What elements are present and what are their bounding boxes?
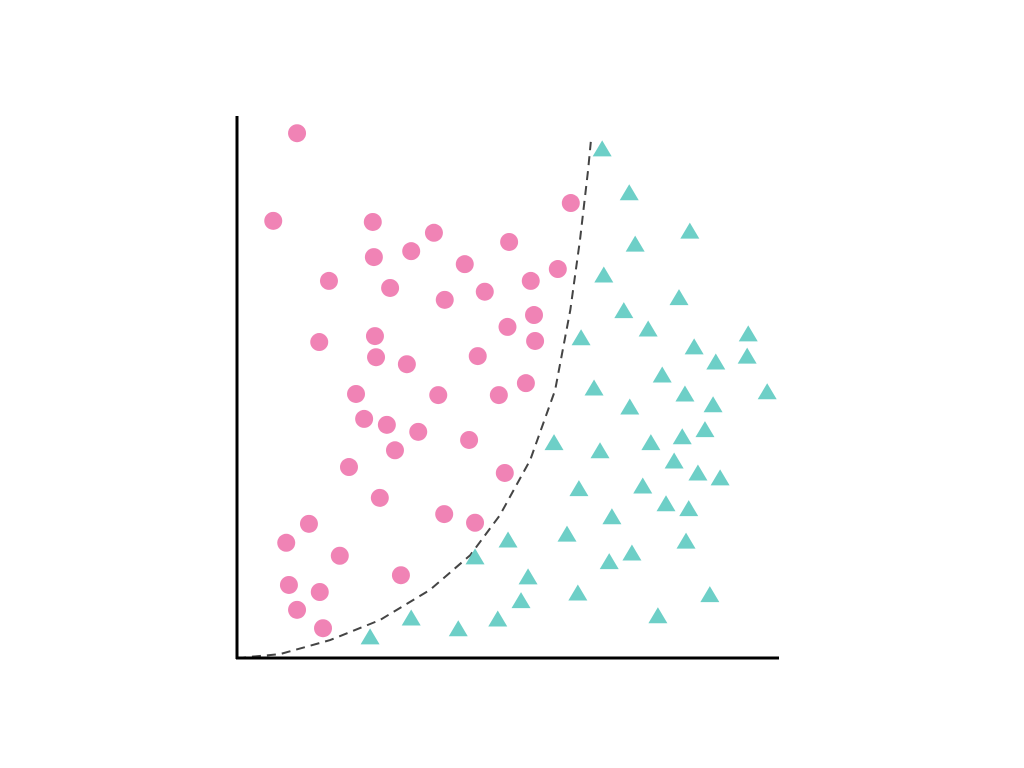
circle-point — [391, 566, 410, 585]
circle-point — [397, 355, 416, 374]
circle-point — [435, 290, 454, 309]
circle-point — [475, 282, 494, 301]
circle-point — [330, 546, 349, 565]
triangle-point — [703, 396, 723, 413]
triangle-point — [602, 508, 622, 525]
circle-point — [381, 278, 400, 297]
circle-point — [548, 260, 567, 279]
triangle-point — [706, 353, 726, 370]
triangle-point — [448, 620, 468, 637]
circle-point — [364, 248, 383, 267]
triangle-point — [633, 477, 653, 494]
triangle-point — [737, 347, 757, 364]
triangle-point — [619, 184, 639, 201]
triangle-point — [544, 434, 564, 451]
triangle-point — [592, 140, 612, 157]
circle-point — [363, 212, 382, 231]
decision-boundary-line — [236, 141, 592, 659]
triangle-point — [641, 434, 661, 451]
circle-point — [455, 255, 474, 274]
circle-point — [370, 488, 389, 507]
circle-point — [365, 327, 384, 346]
circle-point — [319, 271, 338, 290]
triangle-point — [672, 428, 692, 445]
circle-point — [310, 333, 329, 352]
triangle-point — [614, 302, 634, 319]
circle-point — [435, 505, 454, 524]
triangle-point — [568, 584, 588, 601]
triangle-point — [710, 469, 730, 486]
triangle-point — [695, 421, 715, 438]
triangle-point — [620, 398, 640, 415]
triangle-point — [590, 442, 610, 459]
circle-point — [500, 232, 519, 251]
circle-point — [264, 211, 283, 230]
triangle-point — [571, 329, 591, 346]
triangle-point — [738, 325, 758, 342]
triangle-point — [680, 222, 700, 239]
circle-point — [355, 409, 374, 428]
circle-point — [525, 306, 544, 325]
triangle-point — [569, 480, 589, 497]
circle-point — [460, 430, 479, 449]
triangle-point — [676, 532, 696, 549]
circle-point — [521, 271, 540, 290]
circle-point — [339, 458, 358, 477]
circle-point — [277, 533, 296, 552]
circle-point — [468, 347, 487, 366]
circle-point — [377, 415, 396, 434]
triangle-point — [688, 464, 708, 481]
circle-point — [409, 422, 428, 441]
triangle-point — [638, 320, 658, 337]
circle-point — [498, 317, 517, 336]
circle-point — [299, 514, 318, 533]
circle-point — [561, 194, 580, 213]
circle-point — [288, 600, 307, 619]
triangle-point — [622, 544, 642, 561]
triangle-point — [679, 500, 699, 517]
triangle-point — [518, 568, 538, 585]
triangle-point — [599, 553, 619, 570]
circle-point — [516, 374, 535, 393]
circle-point — [526, 331, 545, 350]
circle-point — [466, 513, 485, 532]
triangle-point — [584, 379, 604, 396]
circle-point — [495, 463, 514, 482]
circle-point — [279, 575, 298, 594]
triangle-point — [652, 366, 672, 383]
circle-point — [429, 386, 448, 405]
triangle-point — [360, 628, 380, 645]
triangle-point — [757, 383, 777, 400]
triangle-point — [488, 610, 508, 627]
circle-point — [288, 124, 307, 143]
triangle-point — [557, 525, 577, 542]
circle-point — [385, 441, 404, 460]
circle-point — [402, 242, 421, 261]
triangle-point — [648, 607, 668, 624]
triangle-point — [656, 495, 676, 512]
triangle-point — [675, 385, 695, 402]
triangle-point — [625, 235, 645, 252]
triangle-point — [401, 609, 421, 626]
triangle-point — [669, 289, 689, 306]
triangle-point — [498, 531, 518, 548]
triangle-point — [511, 592, 531, 609]
triangle-point — [700, 586, 720, 603]
circle-point — [489, 386, 508, 405]
circle-point — [367, 348, 386, 367]
circle-point — [347, 384, 366, 403]
plot-area — [236, 124, 777, 659]
circle-point — [314, 619, 333, 638]
triangle-point — [664, 452, 684, 469]
circle-point — [310, 582, 329, 601]
triangle-point — [684, 338, 704, 355]
circle-point — [424, 223, 443, 242]
triangle-point — [465, 548, 485, 565]
triangle-point — [594, 266, 614, 283]
